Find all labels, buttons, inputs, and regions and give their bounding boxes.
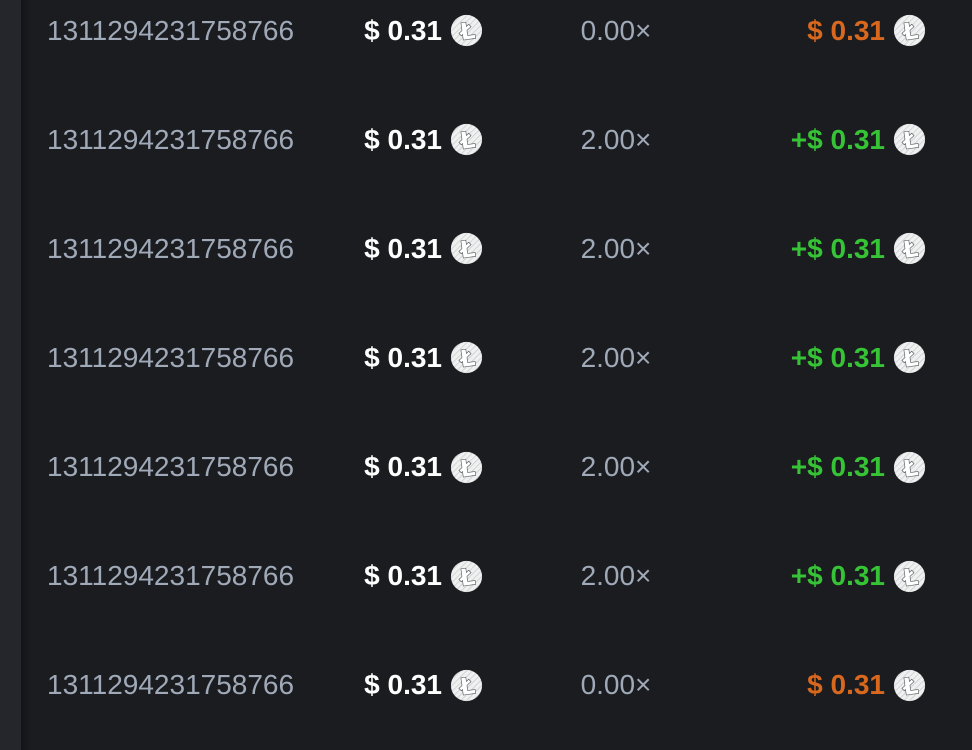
litecoin-icon — [450, 341, 483, 374]
litecoin-icon — [450, 560, 483, 593]
bet-amount-cell: $ 0.31 — [327, 451, 483, 484]
bet-multiplier: 2.00× — [580, 123, 652, 155]
bet-multiplier: 0.00× — [580, 14, 652, 46]
bet-amount-cell: $ 0.31 — [327, 669, 483, 702]
adjacent-panel-edge — [0, 0, 21, 750]
bet-id: 1311294231758766 — [47, 14, 295, 46]
bet-amount-cell: $ 0.31 — [327, 560, 483, 593]
bet-amount: $ 0.31 — [364, 14, 442, 46]
bet-payout: $ 0.31 — [807, 669, 885, 701]
bet-multiplier: 0.00× — [580, 669, 652, 701]
bet-payout-cell: +$ 0.31 — [749, 451, 926, 484]
bet-multiplier: 2.00× — [580, 232, 652, 264]
litecoin-icon — [893, 14, 926, 47]
bet-payout: +$ 0.31 — [790, 123, 885, 155]
bet-row[interactable]: 1311294231758766 $ 0.31 2.00× +$ 0.31 — [21, 522, 972, 631]
bet-row[interactable]: 1311294231758766 $ 0.31 2.00× +$ 0.31 — [21, 194, 972, 303]
bet-amount: $ 0.31 — [364, 341, 442, 373]
bet-amount: $ 0.31 — [364, 669, 442, 701]
bet-payout-cell: +$ 0.31 — [749, 560, 926, 593]
bet-row[interactable]: 1311294231758766 $ 0.31 0.00× $ 0.31 — [21, 0, 972, 85]
bet-payout: +$ 0.31 — [790, 451, 885, 483]
bet-payout: $ 0.31 — [807, 14, 885, 46]
bet-payout-cell: +$ 0.31 — [749, 232, 926, 265]
bet-payout: +$ 0.31 — [790, 341, 885, 373]
bet-multiplier: 2.00× — [580, 341, 652, 373]
bet-payout-cell: $ 0.31 — [749, 669, 926, 702]
litecoin-icon — [450, 232, 483, 265]
bet-payout-cell: +$ 0.31 — [749, 123, 926, 156]
bet-payout: +$ 0.31 — [790, 232, 885, 264]
bet-row[interactable]: 1311294231758766 $ 0.31 2.00× +$ 0.31 — [21, 413, 972, 522]
bet-amount: $ 0.31 — [364, 232, 442, 264]
bet-id: 1311294231758766 — [47, 123, 295, 155]
litecoin-icon — [450, 123, 483, 156]
bet-amount-cell: $ 0.31 — [327, 341, 483, 374]
litecoin-icon — [893, 232, 926, 265]
litecoin-icon — [893, 341, 926, 374]
bet-row[interactable]: 1311294231758766 $ 0.31 0.00× $ 0.31 — [21, 631, 972, 740]
bet-amount: $ 0.31 — [364, 451, 442, 483]
bet-id: 1311294231758766 — [47, 451, 295, 483]
litecoin-icon — [893, 669, 926, 702]
bet-multiplier: 2.00× — [580, 560, 652, 592]
bet-payout-cell: +$ 0.31 — [749, 341, 926, 374]
bets-table-panel: 1311294231758766 $ 0.31 0.00× $ 0.31 131… — [21, 0, 972, 750]
litecoin-icon — [450, 669, 483, 702]
bet-id: 1311294231758766 — [47, 232, 295, 264]
litecoin-icon — [893, 560, 926, 593]
bet-amount: $ 0.31 — [364, 560, 442, 592]
bet-amount-cell: $ 0.31 — [327, 123, 483, 156]
bet-row[interactable]: 1311294231758766 $ 0.31 2.00× +$ 0.31 — [21, 85, 972, 194]
bet-amount: $ 0.31 — [364, 123, 442, 155]
bet-id: 1311294231758766 — [47, 669, 295, 701]
bet-multiplier: 2.00× — [580, 451, 652, 483]
bet-id: 1311294231758766 — [47, 560, 295, 592]
litecoin-icon — [450, 451, 483, 484]
litecoin-icon — [450, 14, 483, 47]
litecoin-icon — [893, 123, 926, 156]
bets-table: 1311294231758766 $ 0.31 0.00× $ 0.31 131… — [21, 0, 972, 740]
bet-payout-cell: $ 0.31 — [749, 14, 926, 47]
bet-id: 1311294231758766 — [47, 341, 295, 373]
bet-amount-cell: $ 0.31 — [327, 232, 483, 265]
litecoin-icon — [893, 451, 926, 484]
bet-payout: +$ 0.31 — [790, 560, 885, 592]
bet-amount-cell: $ 0.31 — [327, 14, 483, 47]
bet-row[interactable]: 1311294231758766 $ 0.31 2.00× +$ 0.31 — [21, 303, 972, 412]
